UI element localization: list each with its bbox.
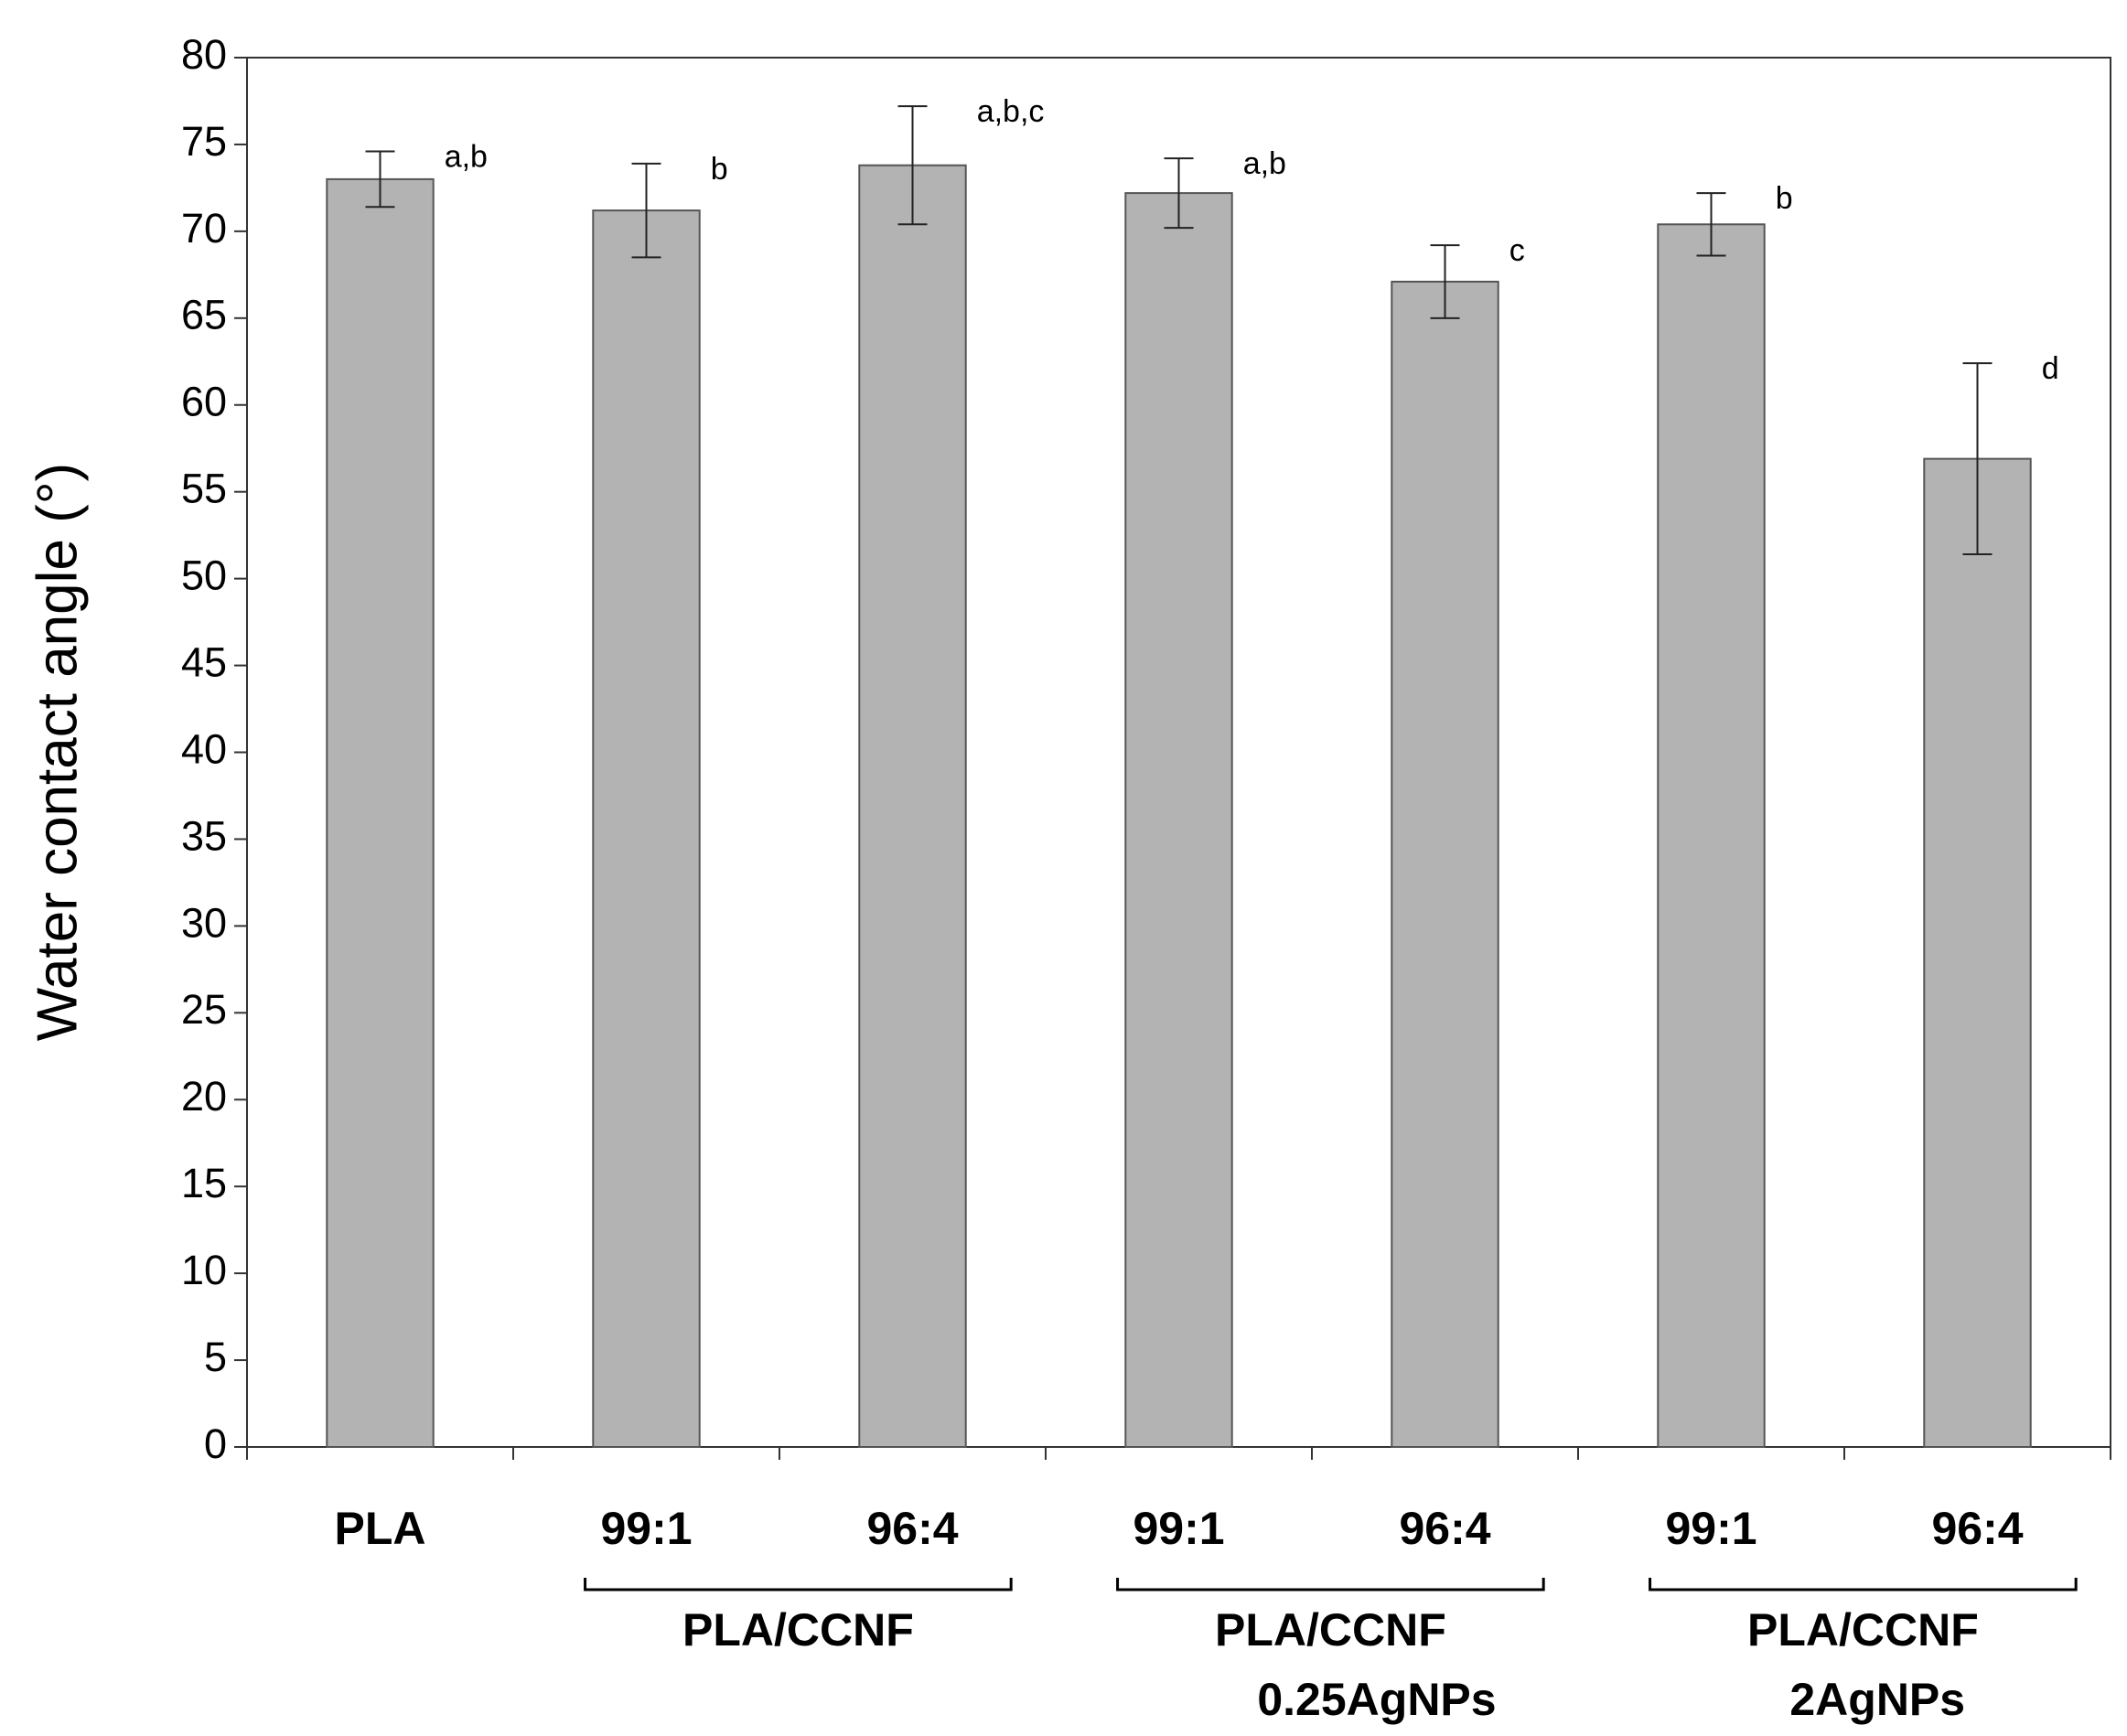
y-tick-label: 80 <box>181 31 227 78</box>
bar <box>858 164 967 1448</box>
group-label: 0.25AgNPs <box>1257 1674 1496 1725</box>
x-tick-label: 96:4 <box>1931 1503 2023 1554</box>
significance-letter: a,b <box>1243 146 1286 181</box>
y-tick-label: 20 <box>181 1073 227 1120</box>
group-label: PLA/CCNF <box>682 1604 914 1656</box>
y-axis-label: Water contact angle (°) <box>26 463 89 1041</box>
bar <box>1657 223 1766 1448</box>
group-label: PLA/CCNF <box>1747 1604 1979 1656</box>
error-bar <box>365 150 395 209</box>
error-bar <box>1696 192 1726 257</box>
group-label: 2AgNPs <box>1789 1674 1965 1725</box>
y-tick-label: 55 <box>181 466 227 512</box>
y-tick-label: 65 <box>181 292 227 338</box>
y-tick-label: 45 <box>181 638 227 685</box>
y-tick-label: 15 <box>181 1160 227 1206</box>
bar <box>1391 280 1499 1449</box>
significance-letter: a,b <box>445 140 488 175</box>
error-bar <box>1430 244 1460 319</box>
x-tick-label: 99:1 <box>1133 1503 1224 1554</box>
significance-letter: d <box>2042 351 2059 386</box>
x-tick-label: 96:4 <box>1399 1503 1490 1554</box>
y-tick-label: 10 <box>181 1247 227 1293</box>
y-tick-label: 35 <box>181 812 227 859</box>
x-tick-label: 99:1 <box>600 1503 692 1554</box>
y-tick-label: 60 <box>181 379 227 425</box>
error-bar <box>1962 362 1993 556</box>
bar <box>326 177 435 1449</box>
bar <box>1124 192 1233 1448</box>
error-bar <box>897 105 928 226</box>
group-bracket <box>1649 1578 2078 1591</box>
bar <box>1923 457 2032 1449</box>
y-tick-label: 30 <box>181 899 227 946</box>
y-tick-label: 25 <box>181 986 227 1033</box>
y-tick-label: 75 <box>181 118 227 165</box>
bar <box>592 209 701 1449</box>
error-bar <box>631 162 661 259</box>
y-tick-label: 0 <box>204 1420 227 1467</box>
y-tick-label: 70 <box>181 205 227 252</box>
significance-letter: a,b,c <box>977 94 1045 129</box>
group-label: PLA/CCNF <box>1215 1604 1446 1656</box>
group-bracket <box>1116 1578 1545 1591</box>
x-tick-label: PLA <box>335 1503 426 1554</box>
significance-letter: b <box>711 152 728 187</box>
significance-letter: c <box>1509 233 1525 268</box>
y-tick-label: 5 <box>204 1334 227 1380</box>
error-bar <box>1164 157 1194 230</box>
x-tick-label: 99:1 <box>1665 1503 1756 1554</box>
group-bracket <box>584 1578 1013 1591</box>
x-tick-label: 96:4 <box>866 1503 958 1554</box>
significance-letter: b <box>1776 181 1793 216</box>
y-tick-label: 50 <box>181 552 227 599</box>
y-tick-label: 40 <box>181 725 227 772</box>
